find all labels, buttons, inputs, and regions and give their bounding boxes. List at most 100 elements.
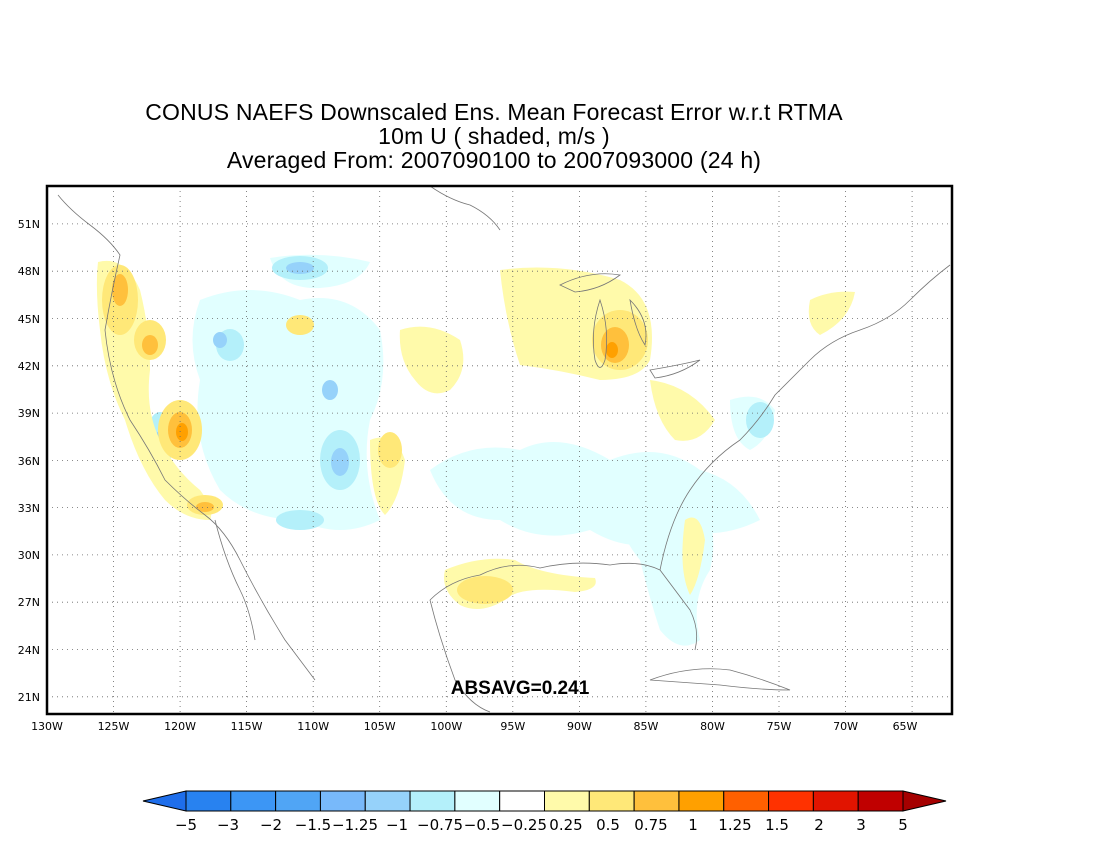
colorbar-label-10: 0.25 — [549, 816, 582, 834]
lat-label-48n: 48N — [18, 265, 40, 278]
lat-label-21n: 21N — [18, 691, 40, 704]
pos-05-patch-6 — [378, 432, 402, 468]
lon-label-85w: 85W — [633, 720, 658, 733]
west-coastline — [57, 194, 316, 681]
latitude-labels: 51N 48N 45N 42N 39N 36N 33N 30N 27N 24N … — [18, 218, 40, 704]
canada-coastline — [809, 264, 951, 361]
colorbar-swatch-6 — [409, 790, 456, 812]
title-line-3: Averaged From: 2007090100 to 2007093000 … — [226, 147, 762, 173]
colorbar: −5 −3 −2 −1.5 −1.25 −1 −0.75 −0.5 −0.25 … — [142, 790, 947, 834]
colorbar-swatch-15 — [812, 790, 859, 812]
lat-label-42n: 42N — [18, 360, 40, 373]
colorbar-label-11: 0.5 — [596, 816, 620, 834]
pos-05-patch-5 — [457, 576, 513, 604]
pos-025-region-northeast — [808, 291, 855, 335]
longitude-labels: 130W 125W 120W 115W 110W 105W 100W 95W 9… — [31, 720, 917, 733]
colorbar-label-2: −3 — [217, 816, 239, 834]
hudson-bay-edge — [429, 186, 501, 231]
lon-label-75w: 75W — [767, 720, 792, 733]
colorbar-label-16: 2 — [814, 816, 824, 834]
pos-025-region-plains — [399, 326, 464, 394]
colorbar-label-1: −5 — [175, 816, 197, 834]
east-coastline — [659, 359, 811, 571]
map-title: CONUS NAEFS Downscaled Ens. Mean Forecas… — [0, 100, 988, 172]
lat-label-39n: 39N — [18, 407, 40, 420]
title-line-2: 10m U ( shaded, m/s ) — [378, 123, 610, 149]
colorbar-swatch-7 — [454, 790, 501, 812]
colorbar-label-4: −1.5 — [295, 816, 331, 834]
lon-label-80w: 80W — [700, 720, 725, 733]
lon-label-115w: 115W — [231, 720, 263, 733]
colorbar-boxes — [185, 790, 904, 812]
colorbar-label-15: 1.5 — [765, 816, 789, 834]
neg-075-patch-2 — [331, 448, 349, 476]
colorbar-swatch-1 — [185, 790, 232, 812]
colorbar-swatch-13 — [723, 790, 770, 812]
neg-05-patch-3 — [276, 510, 324, 530]
pos-025-region-ohio — [650, 380, 715, 441]
graticule — [47, 186, 952, 714]
colorbar-label-14: 1.25 — [718, 816, 751, 834]
colorbar-label-13: 1 — [688, 816, 698, 834]
colorbar-swatch-4 — [319, 790, 366, 812]
pos-05-patch-8 — [286, 315, 314, 335]
colorbar-label-7: −0.75 — [417, 816, 463, 834]
lon-label-110w: 110W — [297, 720, 329, 733]
neg-05-patch-4 — [746, 402, 774, 438]
lake-huron — [629, 298, 647, 347]
colorbar-swatch-11 — [633, 790, 680, 812]
lat-label-24n: 24N — [18, 644, 40, 657]
shaded-field — [96, 254, 855, 646]
lat-label-36n: 36N — [18, 455, 40, 468]
pos-025-region-atlantic — [682, 517, 705, 595]
lon-label-95w: 95W — [500, 720, 525, 733]
lat-label-45n: 45N — [18, 313, 40, 326]
lake-erie — [649, 359, 701, 379]
colorbar-swatch-16 — [857, 790, 904, 812]
plot-frame — [45, 184, 954, 716]
pos-1-patch-1 — [176, 423, 188, 441]
gulf-coastline — [429, 562, 698, 651]
lon-label-105w: 105W — [364, 720, 396, 733]
lat-label-51n: 51N — [18, 218, 40, 231]
lon-label-70w: 70W — [833, 720, 858, 733]
baja-coastline — [214, 519, 256, 641]
lake-superior — [559, 273, 621, 293]
lon-label-65w: 65W — [893, 720, 918, 733]
colorbar-label-9: −0.25 — [501, 816, 547, 834]
lat-label-33n: 33N — [18, 502, 40, 515]
map-panel: 130W 125W 120W 115W 110W 105W 100W 95W 9… — [18, 184, 954, 733]
colorbar-label-6: −1 — [386, 816, 408, 834]
lon-label-120w: 120W — [164, 720, 196, 733]
colorbar-swatch-9 — [544, 790, 590, 812]
absavg-annotation: ABSAVG=0.241 — [451, 678, 590, 699]
lon-label-125w: 125W — [98, 720, 130, 733]
colorbar-label-18: 5 — [898, 816, 908, 834]
coastlines — [57, 186, 951, 713]
colorbar-left-arrow — [142, 790, 187, 812]
colorbar-swatch-8 — [499, 790, 546, 812]
title-line-1: CONUS NAEFS Downscaled Ens. Mean Forecas… — [145, 99, 843, 125]
colorbar-label-12: 0.75 — [634, 816, 667, 834]
mexico-gulf-coastline — [429, 599, 491, 713]
neg-075-patch-5 — [322, 380, 338, 400]
neg-075-patch-4 — [213, 332, 227, 348]
colorbar-swatch-3 — [275, 790, 321, 812]
lat-label-30n: 30N — [18, 549, 40, 562]
colorbar-swatch-10 — [588, 790, 635, 812]
lon-label-130w: 130W — [31, 720, 63, 733]
lon-label-100w: 100W — [430, 720, 462, 733]
colorbar-swatch-5 — [364, 790, 411, 812]
colorbar-swatch-14 — [768, 790, 814, 812]
colorbar-right-arrow — [902, 790, 947, 812]
colorbar-label-3: −2 — [260, 816, 282, 834]
lon-label-90w: 90W — [567, 720, 592, 733]
pos-075-patch-1 — [112, 274, 128, 306]
colorbar-label-17: 3 — [856, 816, 866, 834]
colorbar-label-8: −0.5 — [464, 816, 500, 834]
colorbar-swatch-2 — [230, 790, 277, 812]
lat-label-27n: 27N — [18, 596, 40, 609]
neg-075-patch-1 — [286, 262, 314, 274]
pos-075-patch-4 — [142, 335, 158, 355]
